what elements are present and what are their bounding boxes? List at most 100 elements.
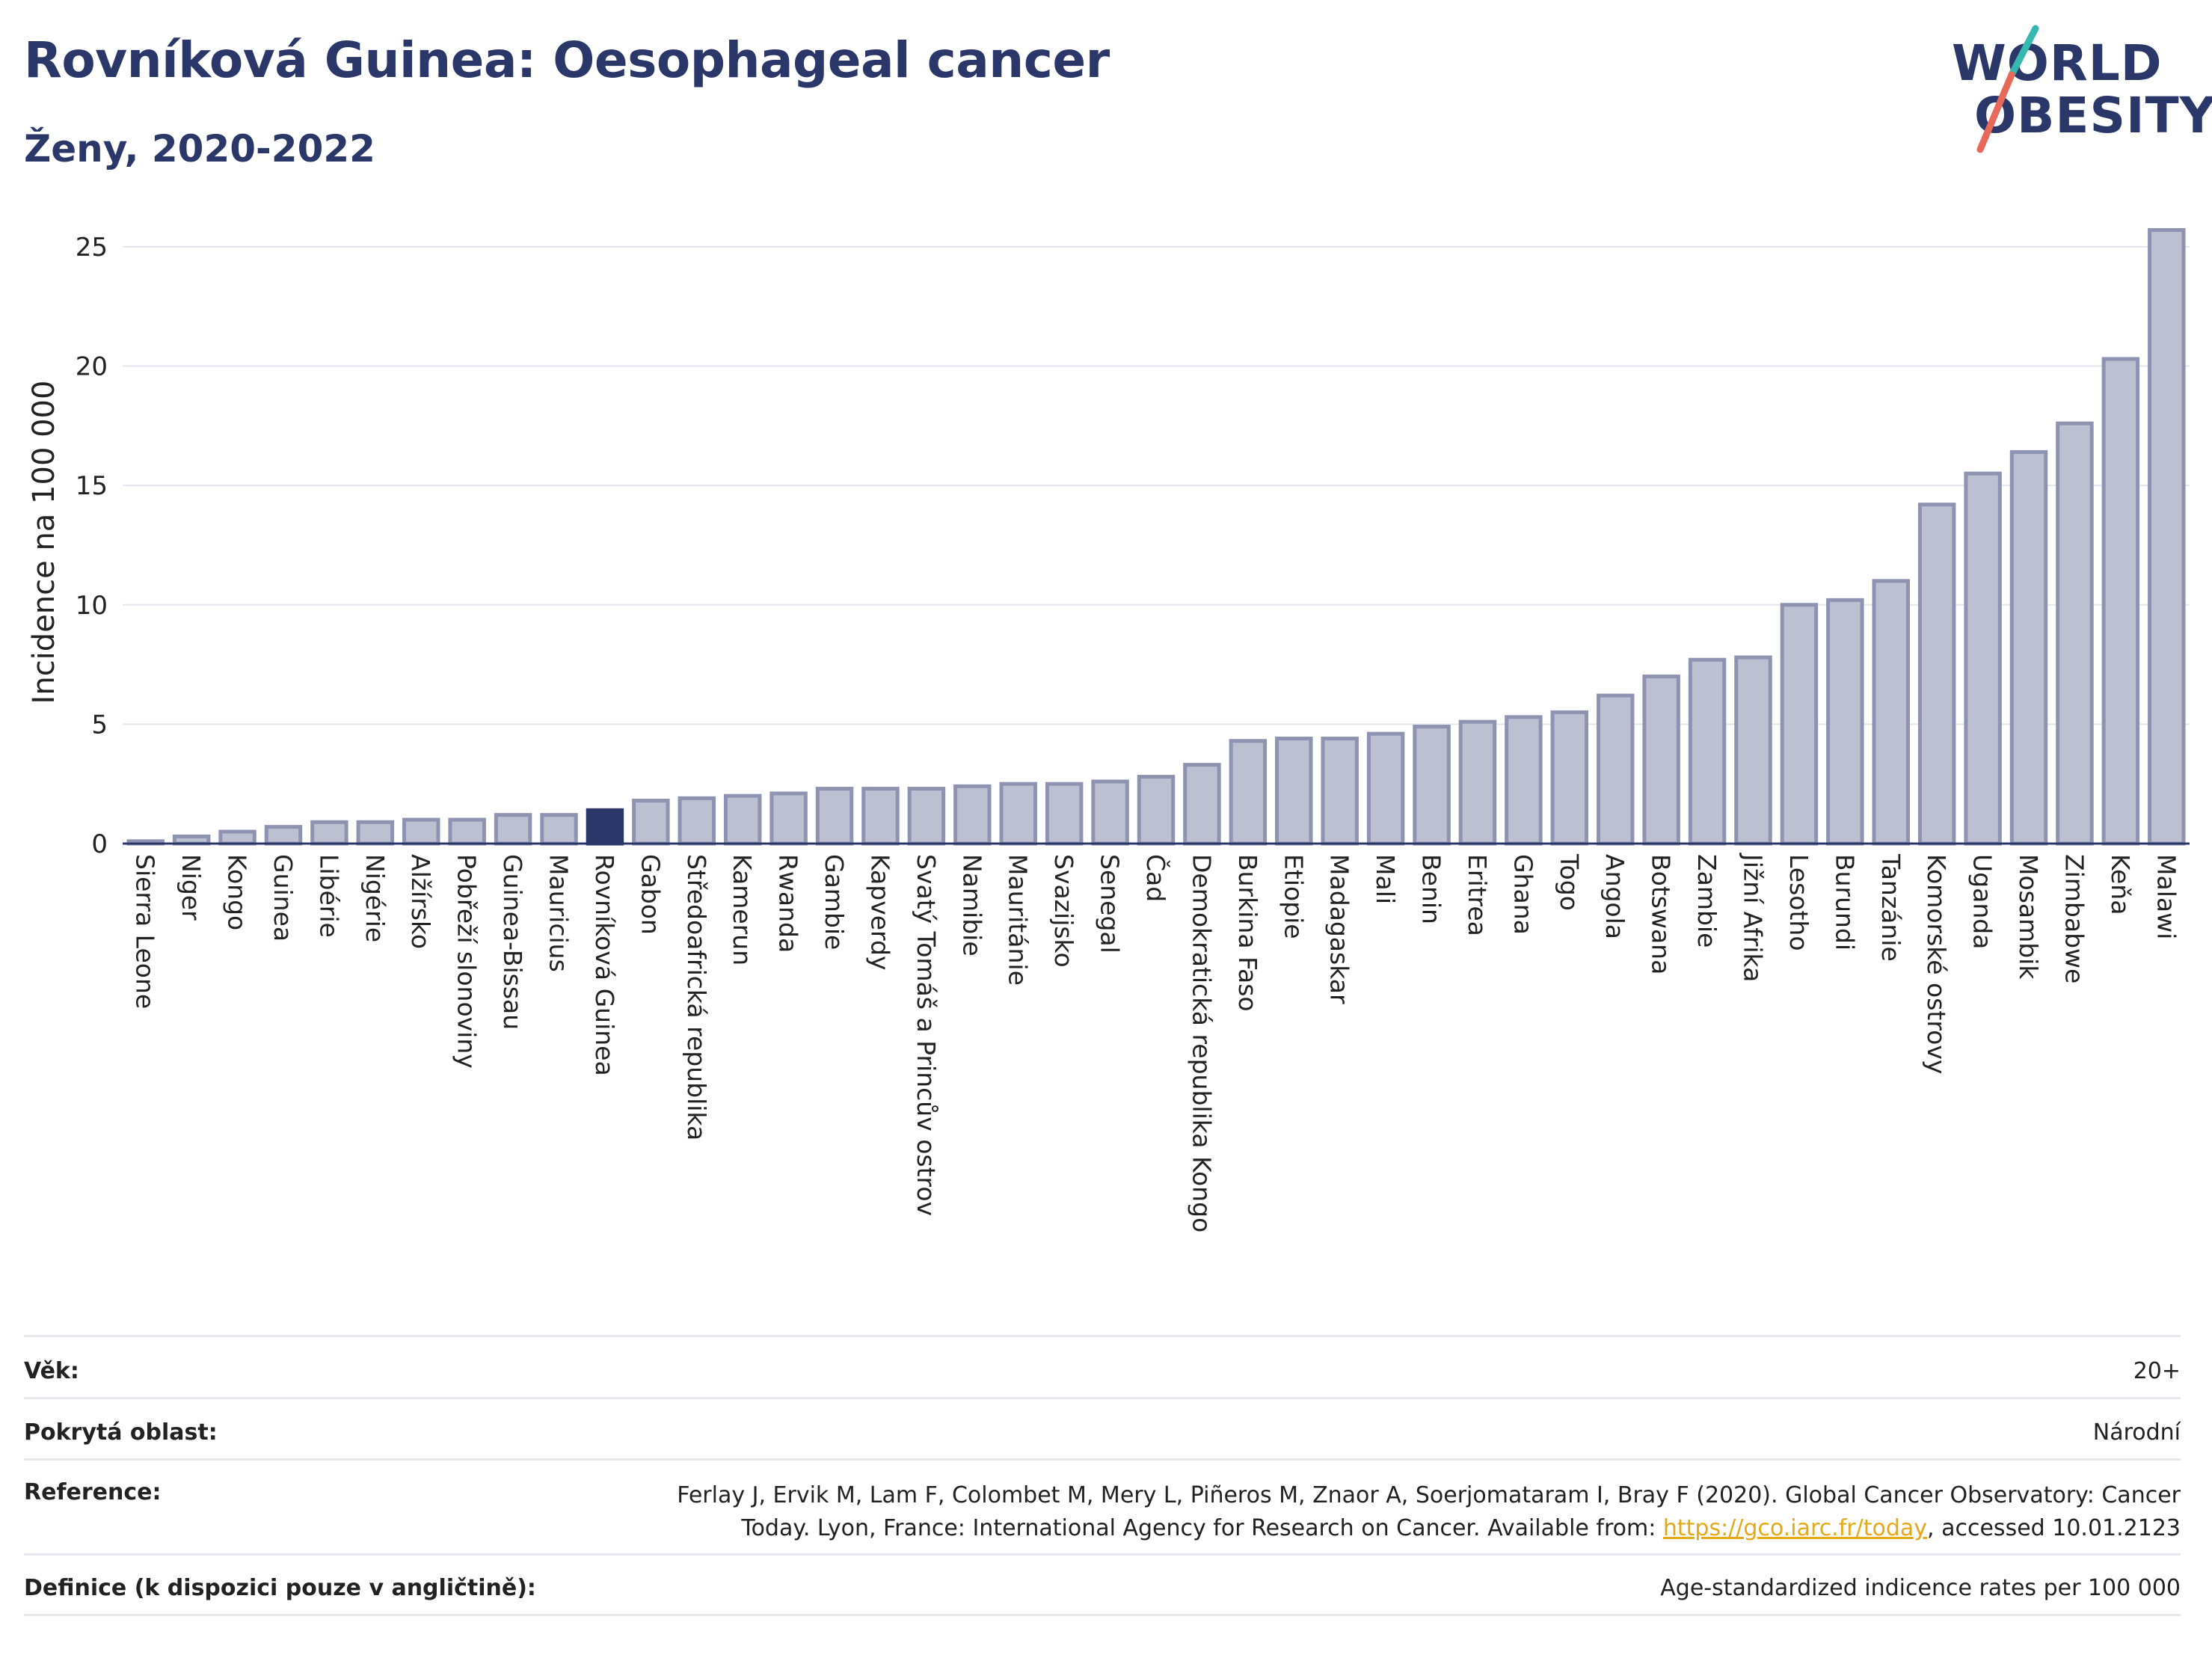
bar — [1458, 719, 1497, 846]
bar — [953, 784, 992, 846]
x-tick-label: Alžírsko — [406, 854, 435, 949]
x-tick-label: Gabon — [636, 854, 665, 935]
x-tick-label: Demokratická republika Kongo — [1187, 854, 1216, 1232]
age-label: Věk: — [24, 1358, 79, 1384]
bar — [1045, 782, 1084, 846]
coverage-value: Národní — [2092, 1419, 2181, 1446]
bar — [815, 787, 854, 846]
bar — [2009, 449, 2048, 846]
bar — [1413, 725, 1451, 846]
reference-label: Reference: — [24, 1479, 162, 1505]
bar — [1137, 775, 1176, 846]
x-tick-label: Guinea-Bissau — [498, 854, 527, 1030]
bar — [1183, 763, 1221, 846]
x-tick-label: Namibie — [957, 854, 986, 957]
x-tick-label: Mosambik — [2014, 854, 2043, 980]
page-subtitle: Ženy, 2020-2022 — [24, 127, 375, 171]
x-tick-label: Kongo — [223, 854, 252, 930]
bar — [1321, 737, 1359, 846]
info-row-reference: Reference: Ferlay J, Ervik M, Lam F, Col… — [24, 1479, 2181, 1545]
x-tick-label: Komorské ostrovy — [1922, 854, 1951, 1074]
x-tick-label: Mauritánie — [1004, 854, 1033, 986]
bar — [1091, 779, 1129, 846]
bar — [1550, 710, 1589, 846]
x-tick-label: Zimbabwe — [2059, 854, 2089, 983]
x-tick-label: Zambie — [1692, 854, 1721, 948]
x-tick-label: Guinea — [268, 854, 298, 942]
world-obesity-logo: WORLD OBESITY — [1952, 21, 2212, 163]
x-tick-label: Benin — [1417, 854, 1446, 924]
info-divider — [24, 1335, 2181, 1337]
info-row-definition: Definice (k dispozici pouze v angličtině… — [24, 1575, 2181, 1601]
definition-label: Definice (k dispozici pouze v angličtině… — [24, 1575, 536, 1601]
x-tick-label: Tanzánie — [1876, 853, 1905, 962]
x-tick-label: Lesotho — [1784, 854, 1813, 951]
bar — [218, 829, 256, 846]
x-tick-label: Jižní Afrika — [1738, 853, 1767, 982]
bar — [1642, 675, 1680, 846]
x-tick-label: Pobřeží slonoviny — [452, 854, 482, 1069]
x-tick-label: Ghana — [1508, 854, 1537, 935]
reference-line-2-text: Today. Lyon, France: International Agenc… — [741, 1515, 1663, 1541]
bar — [356, 820, 395, 846]
bar — [1229, 739, 1268, 846]
info-row-age: Věk: 20+ — [24, 1358, 2181, 1384]
info-divider — [24, 1458, 2181, 1461]
x-tick-label: Rwanda — [774, 854, 803, 953]
x-tick-label: Libérie — [314, 854, 343, 938]
x-tick-label: Rovníková Guinea — [590, 854, 619, 1076]
bar — [402, 817, 440, 846]
x-tick-label: Keňa — [2106, 854, 2135, 915]
x-tick-label: Svazijsko — [1049, 854, 1078, 968]
bar — [2148, 228, 2186, 846]
bar — [632, 799, 670, 846]
x-tick-label: Togo — [1555, 853, 1584, 911]
bar — [1366, 731, 1405, 846]
y-tick-label: 20 — [76, 352, 108, 382]
bar — [1780, 603, 1819, 846]
bar — [448, 817, 486, 846]
x-tick-label: Senegal — [1096, 854, 1125, 954]
bar — [494, 813, 532, 846]
info-divider — [24, 1614, 2181, 1616]
bar — [1596, 693, 1635, 846]
y-tick-label: 15 — [76, 471, 108, 501]
y-tick-label: 10 — [76, 591, 108, 621]
logo-slash-icon — [1976, 25, 2039, 153]
reference-line-1: Ferlay J, Ervik M, Lam F, Colombet M, Me… — [677, 1482, 2181, 1508]
x-tick-label: Burundi — [1830, 854, 1859, 951]
reference-line-2-suffix: , accessed 10.01.2123 — [1927, 1515, 2181, 1541]
x-tick-label: Madagaskar — [1325, 854, 1354, 1004]
bar — [2101, 357, 2140, 846]
reference-link[interactable]: https://gco.iarc.fr/today — [1662, 1515, 1928, 1541]
x-tick-label: Angola — [1600, 854, 1629, 939]
bar — [769, 791, 808, 846]
bar — [1872, 579, 1910, 846]
bar — [1964, 471, 2002, 846]
x-tick-label: Mali — [1371, 854, 1400, 904]
info-row-coverage: Pokrytá oblast: Národní — [24, 1419, 2181, 1446]
bar — [723, 793, 762, 846]
bar — [907, 787, 946, 846]
x-tick-label: Kamerun — [728, 854, 757, 965]
y-tick-label: 25 — [76, 233, 108, 262]
bar — [310, 820, 348, 846]
bar — [1688, 657, 1727, 846]
bar — [540, 813, 578, 846]
x-tick-label: Malawi — [2151, 854, 2181, 939]
y-axis-label: Incidence na 100 000 — [27, 381, 61, 704]
bar — [861, 787, 900, 846]
x-tick-label: Svatý Tomáš a Princův ostrov — [912, 854, 941, 1216]
bar — [678, 796, 716, 846]
page-title: Rovníková Guinea: Oesophageal cancer — [24, 31, 1110, 89]
age-value: 20+ — [2133, 1358, 2181, 1384]
info-divider — [24, 1553, 2181, 1556]
x-tick-label: Botswana — [1647, 854, 1676, 974]
x-tick-label: Eritrea — [1463, 854, 1492, 936]
logo-text-line2: OBESITY — [1974, 87, 2212, 144]
bar — [1275, 737, 1313, 846]
logo-text-line1: WORLD — [1952, 34, 2163, 92]
bar — [1826, 598, 1864, 846]
bar — [1734, 655, 1772, 846]
bar-chart: 0 5 10 15 20 25 Incidence na 100 000 Sierra Leo… — [27, 228, 2190, 1232]
